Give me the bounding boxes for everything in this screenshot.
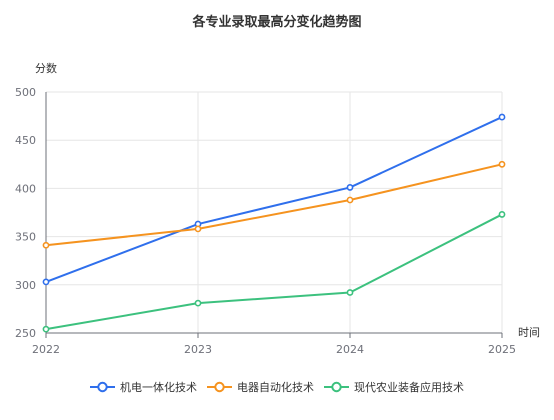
legend-marker [331, 381, 342, 393]
y-tick-label: 450 [15, 134, 36, 147]
legend-label: 电器自动化技术 [237, 380, 314, 394]
data-point [42, 241, 50, 249]
data-point [42, 325, 50, 333]
data-point [498, 113, 506, 121]
legend-item-3[interactable]: 现代农业装备应用技术 [324, 380, 464, 394]
data-point [42, 278, 50, 286]
series-line [45, 213, 503, 331]
x-tick-label: 2022 [32, 343, 60, 356]
legend-item-2[interactable]: 电器自动化技术 [207, 380, 314, 394]
x-tick-label: 2024 [336, 343, 364, 356]
legend-item-1[interactable]: 机电一体化技术 [90, 380, 197, 394]
series-line [45, 163, 503, 247]
legend-label: 现代农业装备应用技术 [354, 380, 464, 394]
y-tick-label: 400 [15, 182, 36, 195]
data-point [346, 184, 354, 191]
axes: 250 300 350 400 450 500 2022 2023 2024 2025 [15, 86, 516, 356]
series-lines [42, 113, 506, 333]
y-tick-label: 250 [15, 327, 36, 340]
series-line [45, 116, 503, 283]
data-point [346, 289, 354, 296]
y-axis-label: 分数 [35, 62, 57, 75]
data-point [194, 299, 202, 307]
legend[interactable]: 机电一体化技术 电器自动化技术 现代农业装备应用技术 [90, 380, 464, 394]
x-tick-label: 2025 [488, 343, 516, 356]
y-tick-label: 350 [15, 231, 36, 244]
legend-marker [97, 381, 108, 393]
legend-marker [214, 381, 225, 393]
x-tick-label: 2023 [184, 343, 212, 356]
data-point [498, 211, 506, 218]
series-2 [42, 160, 506, 249]
x-axis-label: 时间 [518, 326, 540, 339]
chart-title: 各专业录取最高分变化趋势图 [191, 14, 361, 30]
y-tick-label: 300 [15, 279, 36, 292]
data-point [346, 196, 354, 204]
data-point [498, 160, 506, 168]
series-3 [42, 211, 506, 333]
legend-label: 机电一体化技术 [120, 380, 197, 394]
data-point [194, 225, 202, 233]
y-tick-label: 500 [15, 86, 36, 99]
